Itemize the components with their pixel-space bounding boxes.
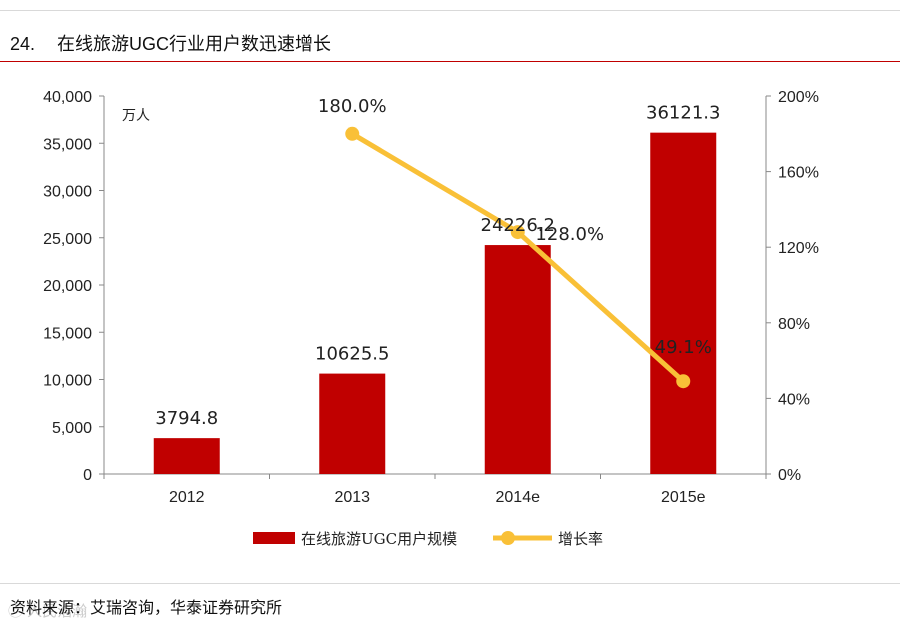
y-left-tick-label: 20,000: [43, 278, 92, 295]
bar-data-label: 24226.2: [481, 215, 555, 236]
figure-number: 24.: [10, 34, 36, 54]
watermark-logo: ⓒ 人民浩瀚: [8, 603, 88, 620]
y-right-tick-label: 80%: [778, 316, 810, 333]
y-left-unit-label: 万人: [122, 108, 150, 124]
x-tick-label: 2014e: [496, 489, 541, 506]
y-left-tick-label: 40,000: [43, 89, 92, 106]
y-right-tick-label: 0%: [778, 467, 801, 484]
growth-rate-point: [676, 374, 691, 389]
y-right-tick-label: 160%: [778, 165, 819, 182]
y-left-tick-label: 25,000: [43, 231, 92, 248]
legend-line-label: 增长率: [558, 530, 603, 548]
x-tick-label: 2013: [334, 489, 370, 506]
figure-title-text: 在线旅游UGC行业用户数迅速增长: [57, 34, 332, 54]
line-data-label: 49.1%: [655, 337, 712, 358]
figure-title: 24. 在线旅游UGC行业用户数迅速增长: [10, 30, 331, 56]
legend-bar-swatch: [253, 532, 295, 544]
top-divider: [0, 10, 900, 11]
line-data-label: 180.0%: [318, 96, 387, 117]
bar: [650, 132, 717, 474]
x-tick-label: 2012: [169, 489, 205, 506]
y-left-tick-label: 5,000: [52, 420, 92, 437]
bottom-divider: [0, 583, 900, 584]
source-note: 资料来源：艾瑞咨询，华泰证券研究所: [10, 600, 283, 617]
combo-chart: 0 5,000 10,000 15,000 20,000 25,000 30,000 35,0…: [43, 89, 819, 548]
y-left-tick-label: 0: [83, 467, 92, 484]
title-underline: [0, 61, 900, 62]
bar: [484, 245, 551, 474]
y-left-tick-label: 30,000: [43, 184, 92, 201]
y-left-tick-label: 35,000: [43, 136, 92, 153]
bar-data-label: 10625.5: [315, 344, 389, 365]
y-left-tick-label: 15,000: [43, 325, 92, 342]
legend-line-marker: [501, 531, 515, 545]
y-right-tick-label: 40%: [778, 391, 810, 408]
y-right-tick-label: 120%: [778, 240, 819, 257]
growth-rate-point: [510, 225, 525, 240]
bar-data-label: 3794.8: [155, 408, 218, 429]
bar: [319, 373, 386, 474]
bar-data-label: 36121.3: [646, 103, 720, 124]
growth-rate-point: [345, 126, 360, 141]
line-data-label: 128.0%: [535, 224, 604, 245]
legend-bar-label: 在线旅游UGC用户规模: [301, 530, 457, 548]
bar: [153, 438, 220, 474]
x-tick-label: 2015e: [661, 489, 706, 506]
y-left-tick-label: 10,000: [43, 373, 92, 390]
y-right-tick-label: 200%: [778, 89, 819, 106]
